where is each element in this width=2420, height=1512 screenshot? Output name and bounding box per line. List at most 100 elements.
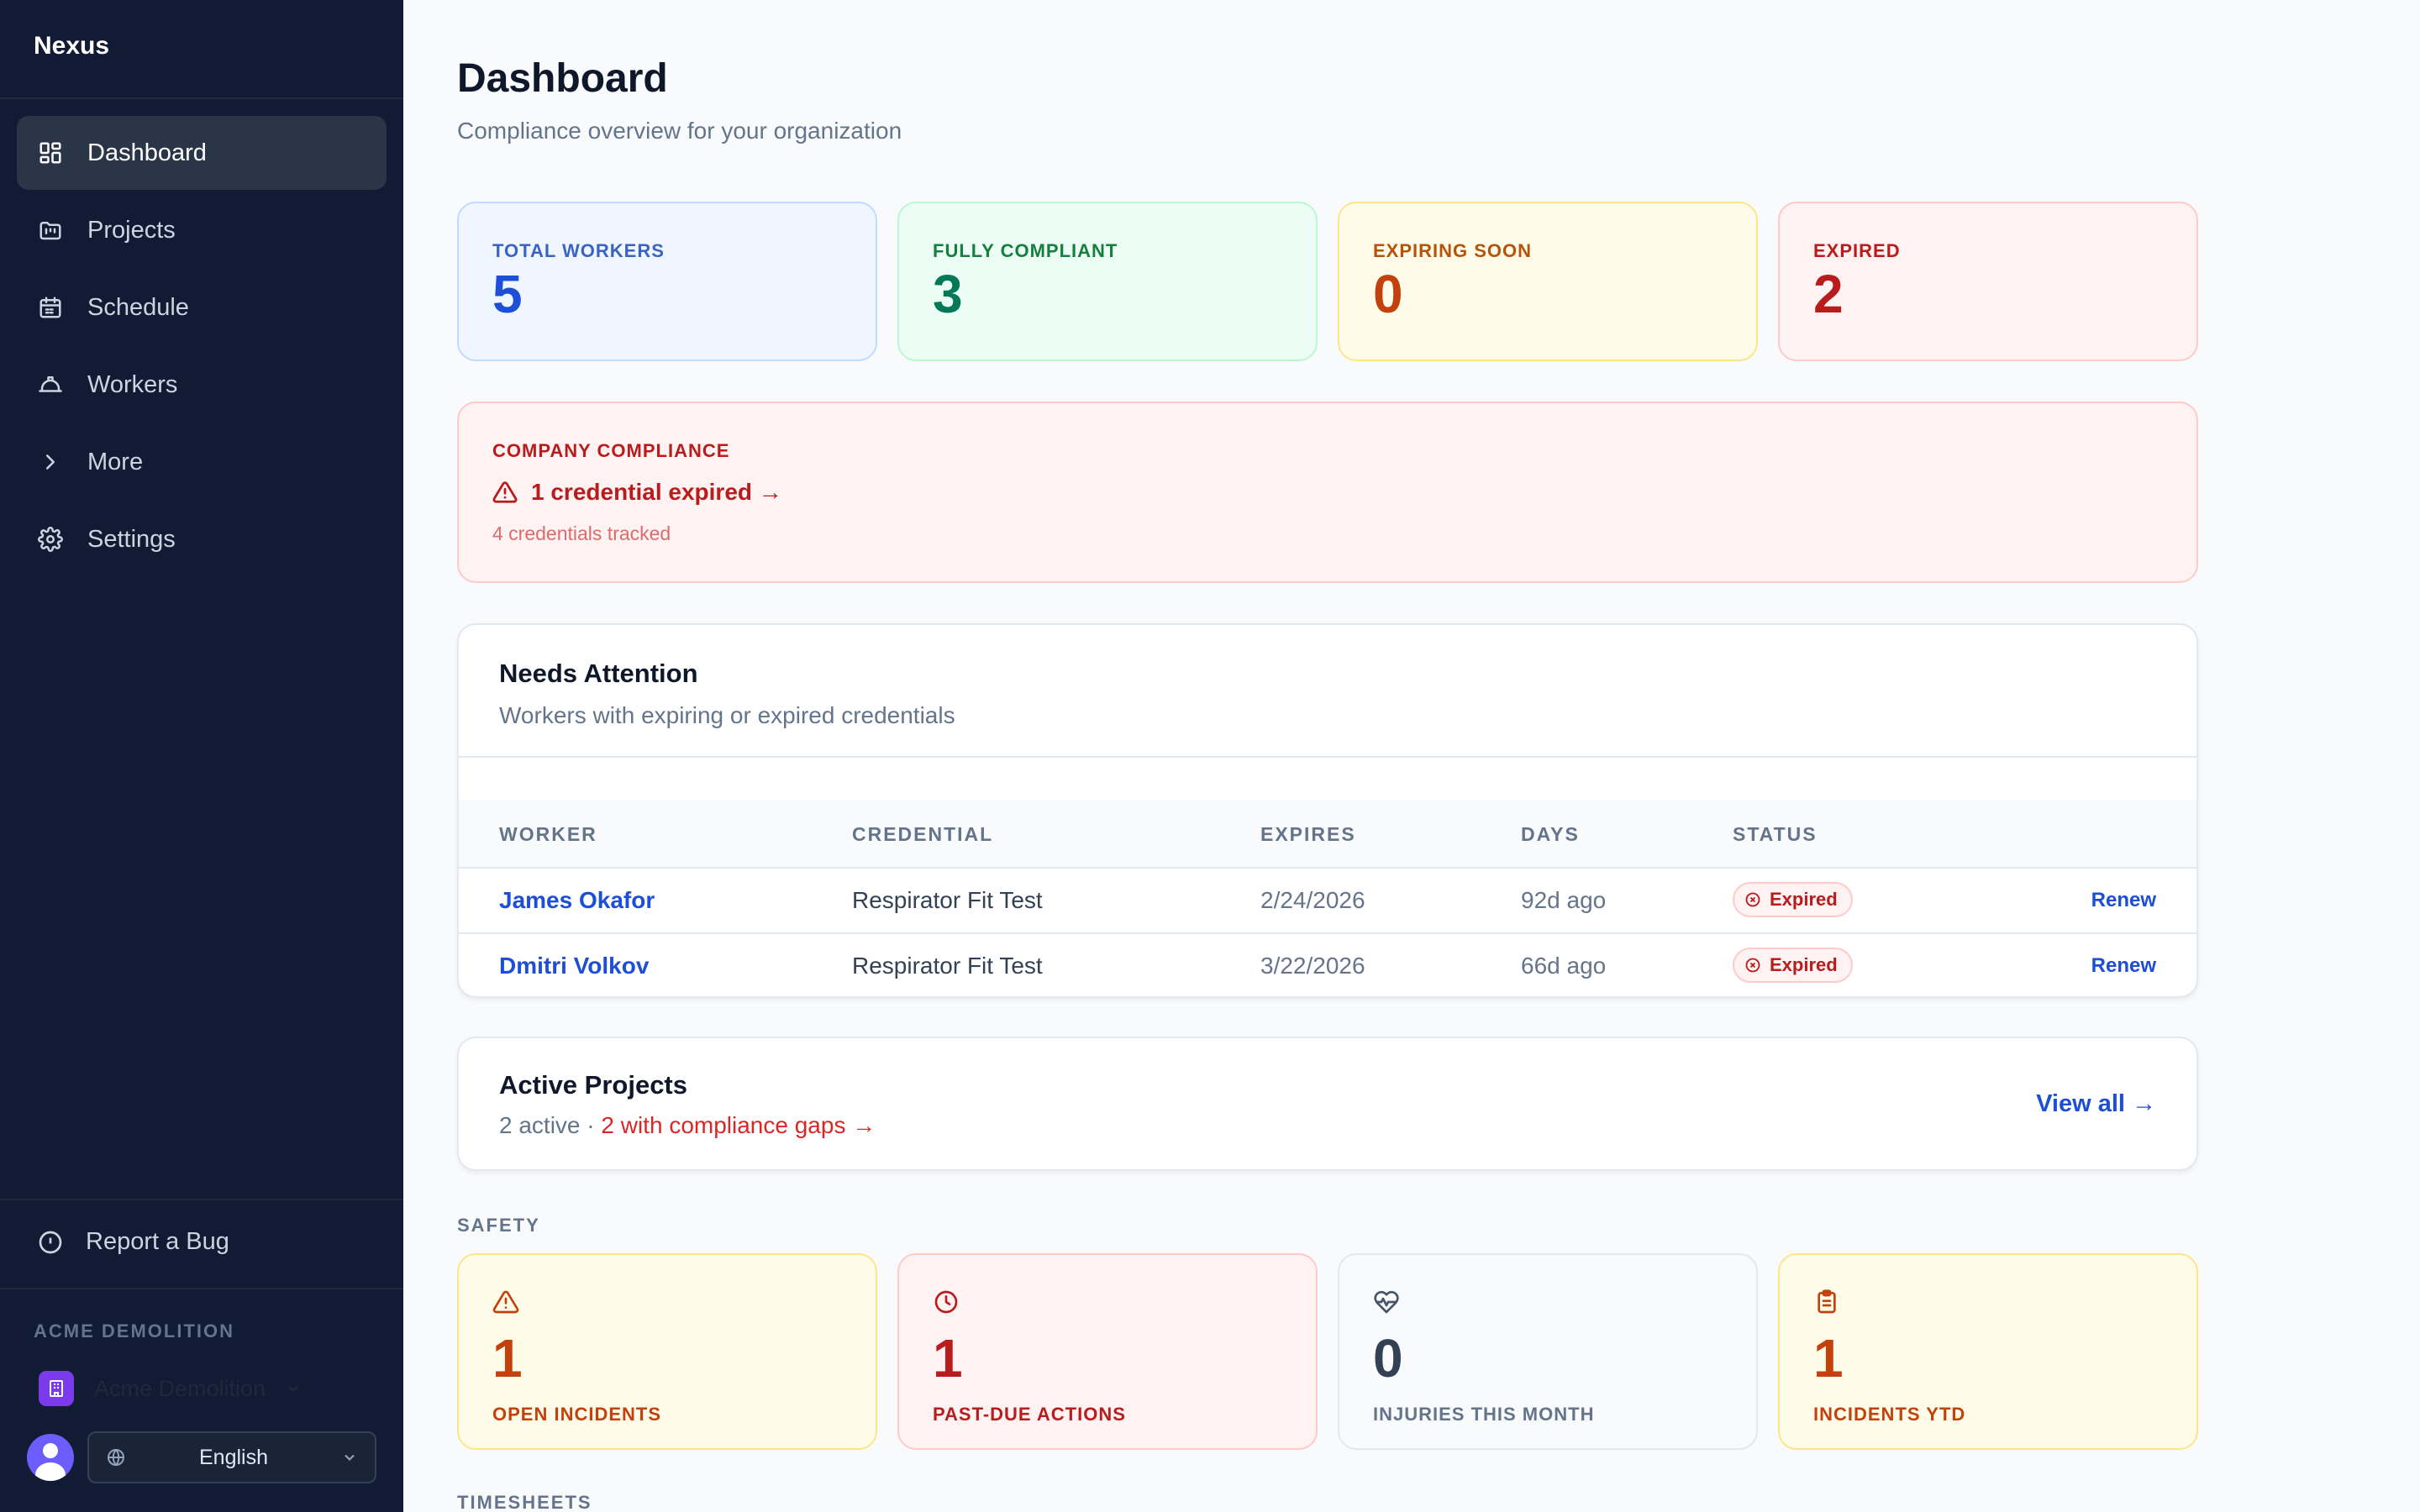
compliance-gaps-link[interactable]: 2 with compliance gaps → [601, 1112, 876, 1138]
stats-row: TOTAL WORKERS 5 FULLY COMPLIANT 3 EXPIRI… [457, 202, 2198, 361]
safety-card-injuries-this-month[interactable]: 0 INJURIES THIS MONTH [1338, 1253, 1758, 1450]
report-bug-label: Report a Bug [86, 1228, 229, 1255]
calendar-icon [37, 294, 64, 321]
needs-attention-card: Needs Attention Workers with expiring or… [457, 623, 2198, 998]
sidebar-item-settings[interactable]: Settings [17, 502, 387, 576]
worker-link[interactable]: James Okafor [499, 887, 655, 913]
sidebar-item-dashboard[interactable]: Dashboard [17, 116, 387, 190]
chevron-down-icon [345, 1454, 355, 1461]
language-select[interactable]: English [87, 1431, 376, 1483]
stat-expired[interactable]: EXPIRED 2 [1778, 202, 2198, 361]
compliance-label: COMPANY COMPLIANCE [492, 440, 730, 461]
sidebar-item-projects[interactable]: Projects [17, 193, 387, 267]
clipboard-icon [1818, 1289, 1836, 1314]
stat-value: 0 [1373, 264, 1403, 324]
renew-button[interactable]: Renew [2091, 889, 2156, 911]
folder-icon [37, 217, 64, 244]
stat-value: 2 [1813, 264, 1844, 324]
section-label-timesheets: TIMESHEETS [457, 1492, 592, 1512]
safety-value: 1 [933, 1328, 963, 1389]
safety-value: 1 [1813, 1328, 1844, 1389]
safety-card-incidents-ytd[interactable]: 1 INCIDENTS YTD [1778, 1253, 2198, 1450]
sidebar-item-more[interactable]: More [17, 425, 387, 499]
sidebar-item-label: Projects [87, 216, 176, 244]
table-row: Dmitri Volkov Respirator Fit Test 3/22/2… [459, 934, 2196, 996]
status-text: Expired [1770, 889, 1838, 910]
safety-label: OPEN INCIDENTS [492, 1404, 662, 1425]
safety-row: 1 OPEN INCIDENTS 1 PAST-DUE ACTIONS 0 IN… [457, 1253, 2198, 1450]
safety-value: 1 [492, 1328, 523, 1389]
heart-pulse-icon [1374, 1290, 1399, 1314]
warning-triangle-icon [492, 1290, 519, 1314]
stat-label: FULLY COMPLIANT [933, 240, 1118, 261]
column-header-expires: EXPIRES [1260, 823, 1356, 845]
stat-fully-compliant[interactable]: FULLY COMPLIANT 3 [897, 202, 1318, 361]
sidebar-item-label: More [87, 448, 144, 475]
worker-link[interactable]: Dmitri Volkov [499, 953, 650, 979]
credential-name: Respirator Fit Test [852, 887, 1043, 913]
section-label-safety: SAFETY [457, 1215, 540, 1236]
column-header-worker: WORKER [499, 823, 597, 845]
renew-button[interactable]: Renew [2091, 954, 2156, 977]
days-ago: 92d ago [1521, 887, 1607, 913]
status-text: Expired [1770, 954, 1838, 975]
safety-label: INJURIES THIS MONTH [1373, 1404, 1595, 1425]
safety-value: 0 [1373, 1328, 1403, 1389]
table-header: WORKER CREDENTIAL EXPIRES DAYS STATUS [459, 800, 2196, 869]
warning-triangle-icon [492, 481, 518, 503]
divider [459, 756, 2196, 758]
card-description: Workers with expiring or expired credent… [499, 702, 955, 728]
page-subtitle: Compliance overview for your organizatio… [457, 118, 902, 144]
status-badge: Expired [1733, 882, 1853, 917]
page-title: Dashboard [457, 56, 668, 101]
sidebar-item-label: Settings [87, 525, 176, 553]
sidebar: Nexus Dashboard Projects Schedule Worker… [0, 0, 403, 1512]
table-row: James Okafor Respirator Fit Test 2/24/20… [459, 869, 2196, 934]
expires-date: 2/24/2026 [1260, 887, 1365, 913]
column-header-credential: CREDENTIAL [852, 823, 994, 845]
brand-logo[interactable]: Nexus [34, 32, 110, 60]
stat-label: EXPIRED [1813, 240, 1901, 261]
clock-icon [934, 1290, 958, 1314]
avatar[interactable] [27, 1434, 74, 1481]
active-projects-summary: 2 active · 2 with compliance gaps → [499, 1112, 876, 1139]
org-name: Acme Demolition [94, 1375, 266, 1401]
safety-label: INCIDENTS YTD [1813, 1404, 1966, 1425]
x-circle-icon [1745, 892, 1760, 907]
safety-card-past-due-actions[interactable]: 1 PAST-DUE ACTIONS [897, 1253, 1318, 1450]
stat-total-workers[interactable]: TOTAL WORKERS 5 [457, 202, 877, 361]
sidebar-item-workers[interactable]: Workers [17, 348, 387, 422]
separator: · [580, 1112, 602, 1138]
alert-circle-icon [39, 1231, 62, 1253]
layout-grid-icon [37, 139, 64, 166]
column-header-days: DAYS [1521, 823, 1580, 845]
safety-card-open-incidents[interactable]: 1 OPEN INCIDENTS [457, 1253, 877, 1450]
stat-label: TOTAL WORKERS [492, 240, 665, 261]
card-title: Needs Attention [499, 659, 698, 688]
org-section-label: ACME DEMOLITION [34, 1320, 234, 1341]
stat-value: 5 [492, 264, 523, 324]
stat-expiring-soon[interactable]: EXPIRING SOON 0 [1338, 202, 1758, 361]
chevron-down-icon [287, 1385, 299, 1393]
building-icon [39, 1371, 74, 1406]
org-switcher[interactable]: Acme Demolition [39, 1371, 302, 1406]
divider [0, 97, 403, 99]
view-all-link[interactable]: View all → [2036, 1090, 2156, 1117]
gear-icon [37, 526, 64, 553]
column-header-status: STATUS [1733, 823, 1818, 845]
credential-name: Respirator Fit Test [852, 953, 1043, 979]
stat-value: 3 [933, 264, 963, 324]
sidebar-item-label: Dashboard [87, 139, 207, 166]
status-badge: Expired [1733, 948, 1853, 983]
x-circle-icon [1745, 958, 1760, 973]
expires-date: 3/22/2026 [1260, 953, 1365, 979]
compliance-headline: 1 credential expired → [531, 479, 782, 505]
days-ago: 66d ago [1521, 953, 1607, 979]
sidebar-nav: Dashboard Projects Schedule Workers More [17, 116, 387, 580]
sidebar-item-label: Workers [87, 370, 178, 398]
report-bug-button[interactable]: Report a Bug [37, 1228, 229, 1256]
language-value: English [199, 1445, 268, 1469]
compliance-expired-link[interactable]: 1 credential expired → [492, 479, 2163, 506]
sidebar-item-schedule[interactable]: Schedule [17, 270, 387, 344]
hard-hat-icon [37, 371, 64, 398]
